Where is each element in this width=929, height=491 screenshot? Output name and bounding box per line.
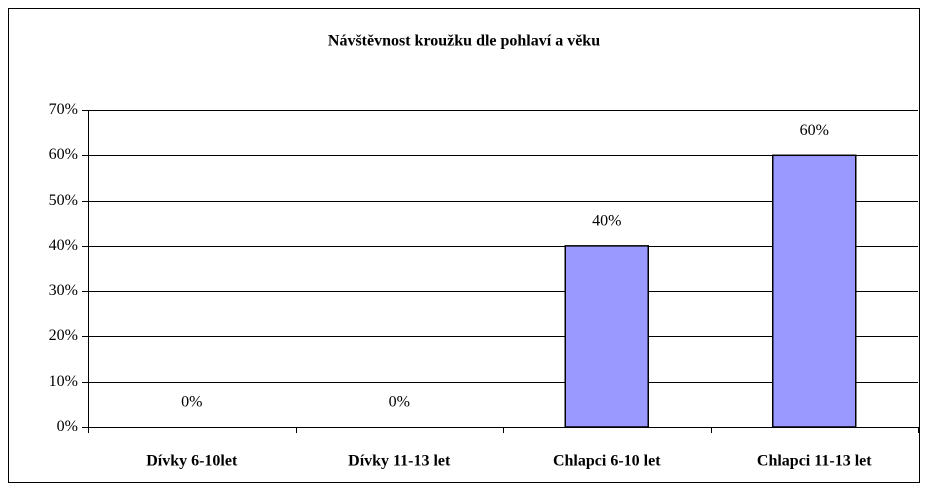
bar [564,245,649,428]
y-tick-label: 70% [49,101,78,118]
y-tick-label: 50% [49,192,78,209]
chart-frame [8,8,920,483]
data-label: 0% [389,394,410,411]
y-tick-label: 0% [57,418,78,435]
x-tick-label: Dívky 11-13 let [348,453,451,470]
x-tick-label: Dívky 6-10let [146,453,238,470]
chart-title: Návštěvnost kroužku dle pohlaví a věku [328,33,600,50]
y-tick-label: 40% [49,237,78,254]
x-tick-label: Chlapci 11-13 let [757,453,872,470]
bar [772,154,857,428]
y-tick-label: 20% [49,327,78,344]
y-tick-label: 30% [49,282,78,299]
x-tick-label: Chlapci 6-10 let [553,453,661,470]
data-label: 40% [592,213,621,230]
data-label: 60% [800,122,829,139]
y-tick-label: 10% [49,373,78,390]
y-tick-label: 60% [49,146,78,163]
data-label: 0% [181,394,202,411]
